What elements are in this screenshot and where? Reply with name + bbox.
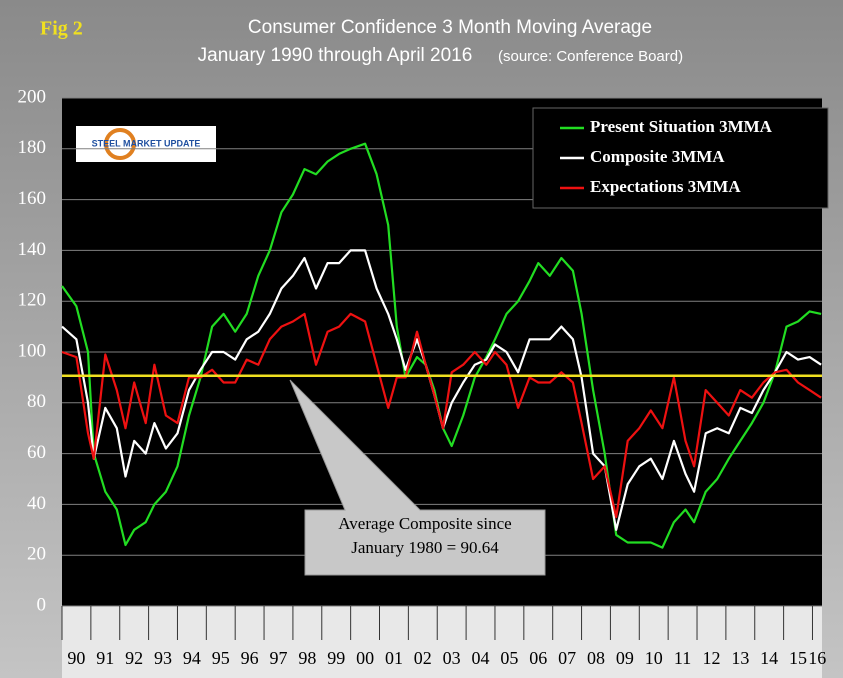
- x-tick-label: 14: [760, 648, 778, 668]
- x-tick-label: 94: [183, 648, 201, 668]
- x-tick-label: 90: [67, 648, 85, 668]
- x-tick-label: 97: [269, 648, 287, 668]
- x-tick-label: 92: [125, 648, 143, 668]
- y-tick-label: 60: [27, 442, 46, 463]
- callout-text: Average Composite since: [338, 514, 511, 533]
- y-tick-label: 140: [18, 239, 47, 260]
- x-tick-label: 00: [356, 648, 374, 668]
- x-tick-label: 05: [500, 648, 518, 668]
- legend-label: Composite 3MMA: [590, 147, 725, 166]
- x-tick-label: 96: [241, 648, 259, 668]
- chart-subtitle: January 1990 through April 2016: [198, 45, 473, 66]
- x-tick-label: 15: [789, 648, 807, 668]
- figure-label: Fig 2: [40, 18, 83, 40]
- y-tick-label: 200: [18, 86, 47, 107]
- logo-text: STEEL MARKET UPDATE: [92, 138, 201, 148]
- source: (source: Conference Board): [498, 48, 683, 65]
- legend-label: Present Situation 3MMA: [590, 117, 773, 136]
- x-tick-label: 95: [212, 648, 230, 668]
- x-tick-label: 01: [385, 648, 403, 668]
- logo-icon: [104, 128, 136, 160]
- x-tick-label: 04: [472, 648, 490, 668]
- x-tick-label: 03: [443, 648, 461, 668]
- callout-text: January 1980 = 90.64: [351, 538, 499, 557]
- x-tick-label: 98: [298, 648, 316, 668]
- logo: [76, 126, 216, 162]
- x-tick-label: 06: [529, 648, 547, 668]
- x-tick-label: 93: [154, 648, 172, 668]
- y-tick-label: 40: [27, 493, 46, 514]
- x-tick-label: 08: [587, 648, 605, 668]
- x-tick-label: 12: [702, 648, 720, 668]
- x-tick-label: 09: [616, 648, 634, 668]
- y-tick-label: 180: [18, 137, 47, 158]
- x-tick-label: 07: [558, 648, 576, 668]
- x-tick-label: 16: [808, 648, 826, 668]
- callout: [289, 379, 546, 576]
- y-tick-label: 0: [37, 594, 47, 615]
- chart-title: Consumer Confidence 3 Month Moving Avera…: [248, 17, 652, 38]
- x-tick-label: 13: [731, 648, 749, 668]
- x-tick-label: 02: [414, 648, 432, 668]
- series-line: [61, 312, 822, 519]
- y-tick-label: 160: [18, 188, 47, 209]
- y-tick-label: 20: [27, 544, 46, 565]
- legend-label: Expectations 3MMA: [590, 177, 741, 196]
- x-axis-band: [62, 606, 822, 678]
- y-tick-label: 100: [18, 340, 47, 361]
- y-tick-label: 80: [27, 391, 46, 412]
- x-tick-label: 91: [96, 648, 114, 668]
- x-tick-label: 10: [645, 648, 663, 668]
- y-tick-label: 120: [18, 290, 47, 311]
- x-tick-label: 11: [674, 648, 691, 668]
- x-tick-label: 99: [327, 648, 345, 668]
